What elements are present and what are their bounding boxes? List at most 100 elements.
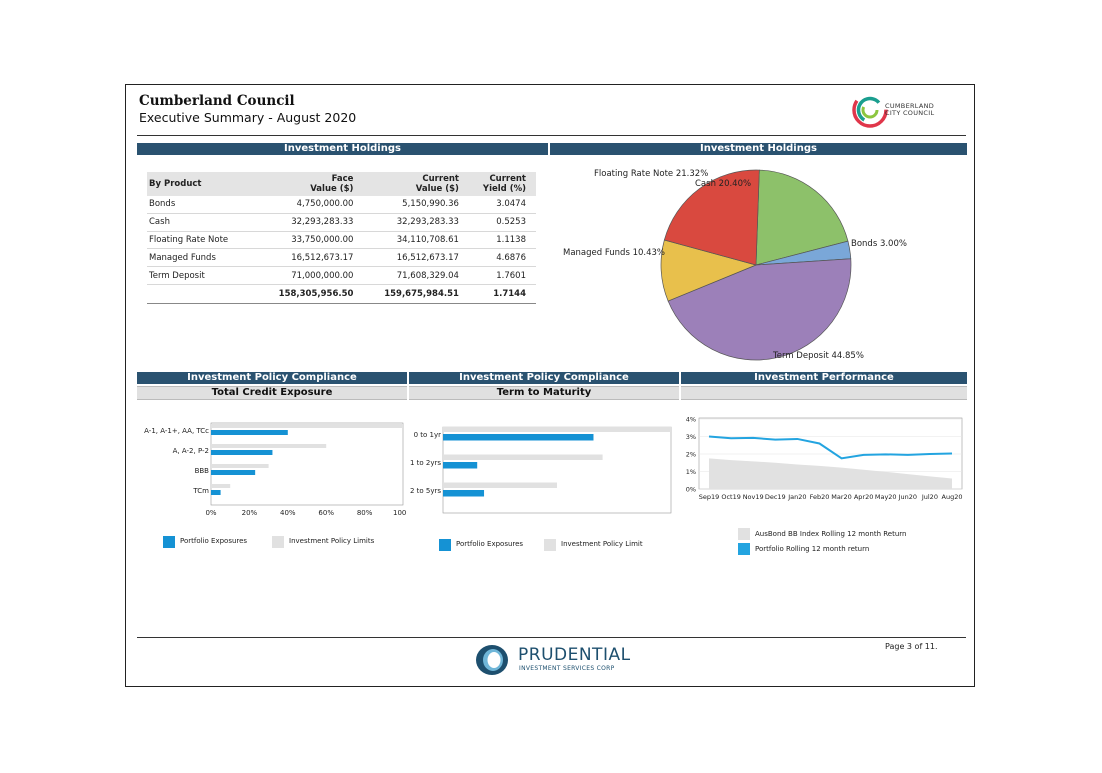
bar-limit bbox=[443, 426, 671, 432]
cell-yield: 1.1138 bbox=[468, 231, 536, 250]
holdings-table: By Product Face Value ($) Current Value ($… bbox=[147, 172, 536, 304]
pie-label-cash: Cash 20.40% bbox=[695, 179, 752, 189]
x-tick-label: 20% bbox=[242, 509, 258, 517]
total-blank bbox=[147, 283, 258, 304]
total-current: 159,675,984.51 bbox=[363, 283, 469, 304]
cell-current: 32,293,283.33 bbox=[363, 213, 469, 232]
cell-face: 71,000,000.00 bbox=[257, 266, 364, 285]
legend-credit-limit: Investment Policy Limits bbox=[289, 537, 375, 545]
legend-perf-portfolio: Portfolio Rolling 12 month return bbox=[755, 545, 870, 553]
pie-label-managed-funds: Managed Funds 10.43% bbox=[563, 248, 665, 258]
x-tick-label: May20 bbox=[875, 493, 897, 501]
bar-exposure bbox=[443, 490, 485, 497]
cell-yield: 0.5253 bbox=[468, 213, 536, 232]
report-page: Cumberland Council Executive Summary - A… bbox=[125, 84, 975, 687]
legend-credit-exposure: Portfolio Exposures bbox=[180, 537, 248, 545]
council-logo-icon bbox=[852, 92, 888, 128]
y-tick-label: 2% bbox=[686, 451, 696, 459]
bar-limit bbox=[211, 424, 403, 428]
cell-product: Cash bbox=[147, 213, 258, 232]
holdings-row: Floating Rate Note 33,750,000.00 34,110,70… bbox=[147, 231, 536, 250]
prudential-logo-icon bbox=[476, 645, 508, 675]
category-label: 2 to 5yrs bbox=[410, 487, 441, 495]
bar-limit bbox=[443, 482, 557, 488]
investment-performance-chart: 0% 1% 2% 3% 4% Sep19 Oct19 Nov19 Dec19 Jan20 Feb20… bbox=[686, 416, 963, 502]
y-tick-label: 3% bbox=[686, 433, 696, 441]
cell-face: 4,750,000.00 bbox=[257, 196, 364, 214]
logo-line1: CUMBERLAND bbox=[885, 102, 935, 110]
legend-term-limit: Investment Policy Limit bbox=[561, 540, 643, 548]
council-logo: CUMBERLAND CITY COUNCIL bbox=[851, 90, 946, 130]
holdings-band-left: Investment Holdings bbox=[137, 143, 548, 155]
total-yield: 1.7144 bbox=[468, 283, 536, 304]
term-subband: Term to Maturity bbox=[409, 386, 679, 400]
legend-term-limit-swatch bbox=[544, 539, 556, 551]
x-tick-label: 60% bbox=[318, 509, 334, 517]
cell-face: 32,293,283.33 bbox=[257, 213, 364, 232]
holdings-row: Cash 32,293,283.33 32,293,283.33 0.5253 bbox=[147, 213, 536, 232]
holdings-row: Bonds 4,750,000.00 5,150,990.36 3.0474 bbox=[147, 196, 536, 214]
area-index-return bbox=[709, 458, 952, 489]
x-tick-label: Dec19 bbox=[765, 493, 786, 501]
org-title: Cumberland Council bbox=[139, 93, 295, 109]
line-portfolio-return bbox=[708, 435, 953, 460]
legend-term-exposure-swatch bbox=[439, 539, 451, 551]
cell-face: 33,750,000.00 bbox=[257, 231, 364, 250]
category-label: TCm bbox=[192, 487, 209, 495]
bar-limit bbox=[211, 464, 269, 468]
holdings-header-row: By Product Face Value ($) Current Value ($… bbox=[147, 172, 536, 196]
compliance-band-1: Investment Policy Compliance bbox=[137, 372, 407, 384]
pie-label-bonds: Bonds 3.00% bbox=[851, 239, 907, 249]
bar-exposure bbox=[211, 430, 288, 435]
pie-label-term-deposit: Term Deposit 44.85% bbox=[773, 351, 864, 361]
x-tick-label: Mar20 bbox=[831, 493, 852, 501]
cell-yield: 3.0474 bbox=[468, 196, 536, 214]
y-tick-label: 0% bbox=[686, 486, 696, 494]
col-face: Face Value ($) bbox=[257, 172, 364, 196]
x-tick-label: 80% bbox=[357, 509, 373, 517]
holdings-row: Managed Funds 16,512,673.17 16,512,673.17 4… bbox=[147, 248, 536, 268]
holdings-row: Term Deposit 71,000,000.00 71,608,329.04 1.… bbox=[147, 266, 536, 285]
pie-slice-term-deposit bbox=[667, 258, 852, 361]
holdings-pie-chart bbox=[660, 169, 852, 361]
x-tick-label: Feb20 bbox=[810, 493, 830, 501]
bar-limit bbox=[211, 484, 231, 488]
performance-band: Investment Performance bbox=[681, 372, 967, 384]
x-tick-label: Aug20 bbox=[942, 493, 963, 501]
legend-perf-index-swatch bbox=[738, 528, 750, 540]
bar-limit bbox=[443, 454, 603, 460]
cell-current: 34,110,708.61 bbox=[363, 231, 469, 250]
prudential-brand: PRUDENTIAL bbox=[518, 645, 631, 665]
category-label: 0 to 1yr bbox=[414, 431, 442, 439]
cell-product: Managed Funds bbox=[147, 248, 258, 268]
bar-exposure bbox=[211, 470, 256, 475]
col-yield: Current Yield (%) bbox=[468, 172, 536, 196]
y-tick-label: 1% bbox=[686, 468, 696, 476]
holdings-band-right: Investment Holdings bbox=[550, 143, 967, 155]
x-tick-label: Jan20 bbox=[787, 493, 806, 501]
page-number: Page 3 of 11. bbox=[885, 642, 938, 651]
compliance-band-2: Investment Policy Compliance bbox=[409, 372, 679, 384]
cell-current: 71,608,329.04 bbox=[363, 266, 469, 285]
cell-yield: 1.7601 bbox=[468, 266, 536, 285]
credit-exposure-chart: A-1, A-1+, AA, TCc A, A-2, P-2 BBB TCm 0% 20%… bbox=[144, 422, 406, 517]
pie-label-floating-rate-note: Floating Rate Note 21.32% bbox=[594, 169, 709, 179]
bar-exposure bbox=[211, 490, 221, 495]
bar-exposure bbox=[443, 434, 594, 441]
report-subtitle: Executive Summary - August 2020 bbox=[139, 110, 357, 125]
legend-perf-index: AusBond BB Index Rolling 12 month Return bbox=[755, 530, 907, 538]
cell-current: 16,512,673.17 bbox=[363, 248, 469, 268]
category-label: A-1, A-1+, AA, TCc bbox=[144, 427, 209, 435]
legend-perf-portfolio-swatch bbox=[738, 543, 750, 555]
x-tick-label: Jun20 bbox=[898, 493, 917, 501]
category-label: BBB bbox=[195, 467, 210, 475]
cell-product: Floating Rate Note bbox=[147, 231, 258, 250]
category-label: A, A-2, P-2 bbox=[173, 447, 209, 455]
cell-current: 5,150,990.36 bbox=[363, 196, 469, 214]
x-tick-label: 40% bbox=[280, 509, 296, 517]
legend-credit-limit-swatch bbox=[272, 536, 284, 548]
logo-line2: CITY COUNCIL bbox=[885, 109, 935, 117]
legend-credit-exposure-swatch bbox=[163, 536, 175, 548]
holdings-total-row: 158,305,956.50 159,675,984.51 1.7144 bbox=[147, 283, 536, 304]
